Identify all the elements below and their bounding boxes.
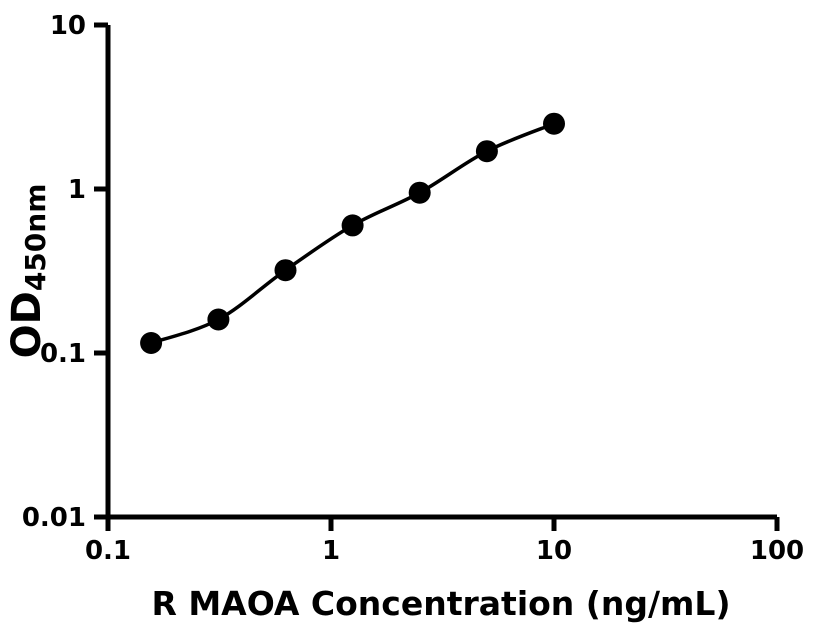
y-tick-label: 0.1 [40, 339, 86, 369]
y-axis-title: OD450nm [4, 184, 52, 359]
data-point-marker [408, 181, 431, 204]
series-layer [140, 112, 565, 354]
data-point-marker [207, 308, 230, 331]
x-tick-label: 1 [322, 536, 340, 566]
y-axis-title-subscript: 450nm [19, 184, 52, 292]
x-tick-label: 0.1 [85, 536, 131, 566]
axis-spines [105, 25, 777, 520]
data-point-marker [274, 259, 297, 282]
y-tick-label: 0.01 [22, 503, 86, 533]
data-point-marker [140, 332, 163, 354]
y-tick-label: 1 [68, 175, 86, 205]
x-tick-label: 10 [536, 536, 572, 566]
y-tick-label: 10 [50, 11, 86, 41]
data-point-marker [341, 214, 364, 237]
data-point-marker [543, 112, 565, 135]
y-axis-title-main: OD [4, 291, 50, 358]
x-axis-title: R MAOA Concentration (ng/mL) [151, 584, 730, 623]
data-point-marker [475, 140, 498, 163]
x-tick-label: 100 [750, 536, 804, 566]
